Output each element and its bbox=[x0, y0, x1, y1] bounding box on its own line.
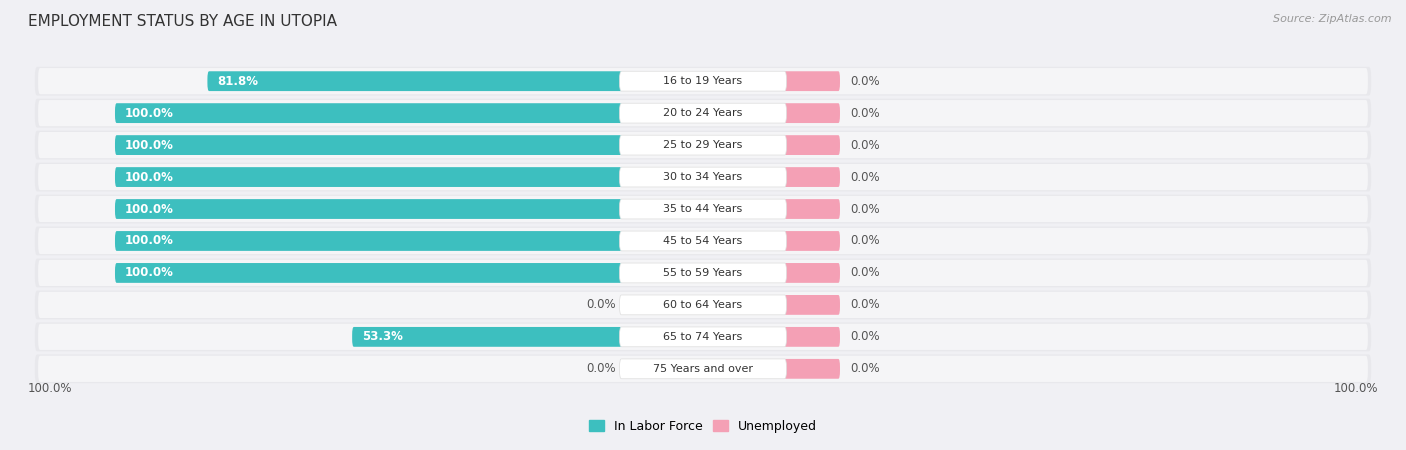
FancyBboxPatch shape bbox=[783, 263, 839, 283]
FancyBboxPatch shape bbox=[35, 99, 1371, 127]
Text: 30 to 34 Years: 30 to 34 Years bbox=[664, 172, 742, 182]
FancyBboxPatch shape bbox=[783, 295, 839, 315]
FancyBboxPatch shape bbox=[620, 295, 786, 315]
Text: 0.0%: 0.0% bbox=[586, 362, 616, 375]
FancyBboxPatch shape bbox=[38, 132, 1368, 158]
FancyBboxPatch shape bbox=[38, 260, 1368, 286]
FancyBboxPatch shape bbox=[783, 103, 839, 123]
Legend: In Labor Force, Unemployed: In Labor Force, Unemployed bbox=[583, 414, 823, 438]
FancyBboxPatch shape bbox=[783, 135, 839, 155]
Text: 0.0%: 0.0% bbox=[851, 171, 880, 184]
FancyBboxPatch shape bbox=[35, 259, 1371, 288]
Text: 35 to 44 Years: 35 to 44 Years bbox=[664, 204, 742, 214]
FancyBboxPatch shape bbox=[620, 327, 786, 347]
FancyBboxPatch shape bbox=[38, 228, 1368, 254]
Text: 0.0%: 0.0% bbox=[586, 298, 616, 311]
Text: 53.3%: 53.3% bbox=[363, 330, 404, 343]
Text: 100.0%: 100.0% bbox=[125, 202, 174, 216]
FancyBboxPatch shape bbox=[38, 356, 1368, 382]
Text: 0.0%: 0.0% bbox=[851, 298, 880, 311]
FancyBboxPatch shape bbox=[115, 135, 623, 155]
Text: EMPLOYMENT STATUS BY AGE IN UTOPIA: EMPLOYMENT STATUS BY AGE IN UTOPIA bbox=[28, 14, 337, 28]
Text: 100.0%: 100.0% bbox=[125, 234, 174, 248]
FancyBboxPatch shape bbox=[115, 263, 623, 283]
FancyBboxPatch shape bbox=[35, 67, 1371, 95]
FancyBboxPatch shape bbox=[38, 196, 1368, 222]
Text: 100.0%: 100.0% bbox=[1333, 382, 1378, 395]
FancyBboxPatch shape bbox=[38, 68, 1368, 94]
Text: 0.0%: 0.0% bbox=[851, 75, 880, 88]
Text: 0.0%: 0.0% bbox=[851, 234, 880, 248]
FancyBboxPatch shape bbox=[38, 100, 1368, 126]
FancyBboxPatch shape bbox=[620, 103, 786, 123]
FancyBboxPatch shape bbox=[783, 231, 839, 251]
Text: 100.0%: 100.0% bbox=[125, 171, 174, 184]
FancyBboxPatch shape bbox=[783, 199, 839, 219]
Text: 20 to 24 Years: 20 to 24 Years bbox=[664, 108, 742, 118]
Text: 55 to 59 Years: 55 to 59 Years bbox=[664, 268, 742, 278]
FancyBboxPatch shape bbox=[115, 231, 623, 251]
FancyBboxPatch shape bbox=[35, 291, 1371, 319]
Text: 100.0%: 100.0% bbox=[125, 107, 174, 120]
FancyBboxPatch shape bbox=[620, 167, 786, 187]
Text: 65 to 74 Years: 65 to 74 Years bbox=[664, 332, 742, 342]
Text: 100.0%: 100.0% bbox=[125, 266, 174, 279]
FancyBboxPatch shape bbox=[115, 167, 623, 187]
FancyBboxPatch shape bbox=[783, 167, 839, 187]
FancyBboxPatch shape bbox=[620, 199, 786, 219]
FancyBboxPatch shape bbox=[783, 327, 839, 347]
Text: 0.0%: 0.0% bbox=[851, 330, 880, 343]
FancyBboxPatch shape bbox=[35, 162, 1371, 191]
FancyBboxPatch shape bbox=[35, 323, 1371, 351]
FancyBboxPatch shape bbox=[352, 327, 623, 347]
Text: 0.0%: 0.0% bbox=[851, 202, 880, 216]
Text: 0.0%: 0.0% bbox=[851, 266, 880, 279]
Text: 45 to 54 Years: 45 to 54 Years bbox=[664, 236, 742, 246]
Text: 100.0%: 100.0% bbox=[125, 139, 174, 152]
FancyBboxPatch shape bbox=[783, 359, 839, 379]
FancyBboxPatch shape bbox=[115, 103, 623, 123]
FancyBboxPatch shape bbox=[38, 164, 1368, 190]
FancyBboxPatch shape bbox=[35, 130, 1371, 159]
FancyBboxPatch shape bbox=[208, 71, 623, 91]
Text: 100.0%: 100.0% bbox=[28, 382, 73, 395]
Text: 60 to 64 Years: 60 to 64 Years bbox=[664, 300, 742, 310]
FancyBboxPatch shape bbox=[38, 324, 1368, 350]
FancyBboxPatch shape bbox=[783, 71, 839, 91]
FancyBboxPatch shape bbox=[38, 292, 1368, 318]
Text: 81.8%: 81.8% bbox=[218, 75, 259, 88]
Text: 0.0%: 0.0% bbox=[851, 362, 880, 375]
FancyBboxPatch shape bbox=[620, 359, 786, 379]
FancyBboxPatch shape bbox=[35, 355, 1371, 383]
FancyBboxPatch shape bbox=[620, 263, 786, 283]
Text: 75 Years and over: 75 Years and over bbox=[652, 364, 754, 374]
FancyBboxPatch shape bbox=[35, 227, 1371, 255]
Text: 16 to 19 Years: 16 to 19 Years bbox=[664, 76, 742, 86]
FancyBboxPatch shape bbox=[620, 135, 786, 155]
FancyBboxPatch shape bbox=[35, 195, 1371, 223]
Text: Source: ZipAtlas.com: Source: ZipAtlas.com bbox=[1274, 14, 1392, 23]
Text: 25 to 29 Years: 25 to 29 Years bbox=[664, 140, 742, 150]
FancyBboxPatch shape bbox=[115, 199, 623, 219]
FancyBboxPatch shape bbox=[620, 71, 786, 91]
FancyBboxPatch shape bbox=[620, 231, 786, 251]
Text: 0.0%: 0.0% bbox=[851, 139, 880, 152]
Text: 0.0%: 0.0% bbox=[851, 107, 880, 120]
